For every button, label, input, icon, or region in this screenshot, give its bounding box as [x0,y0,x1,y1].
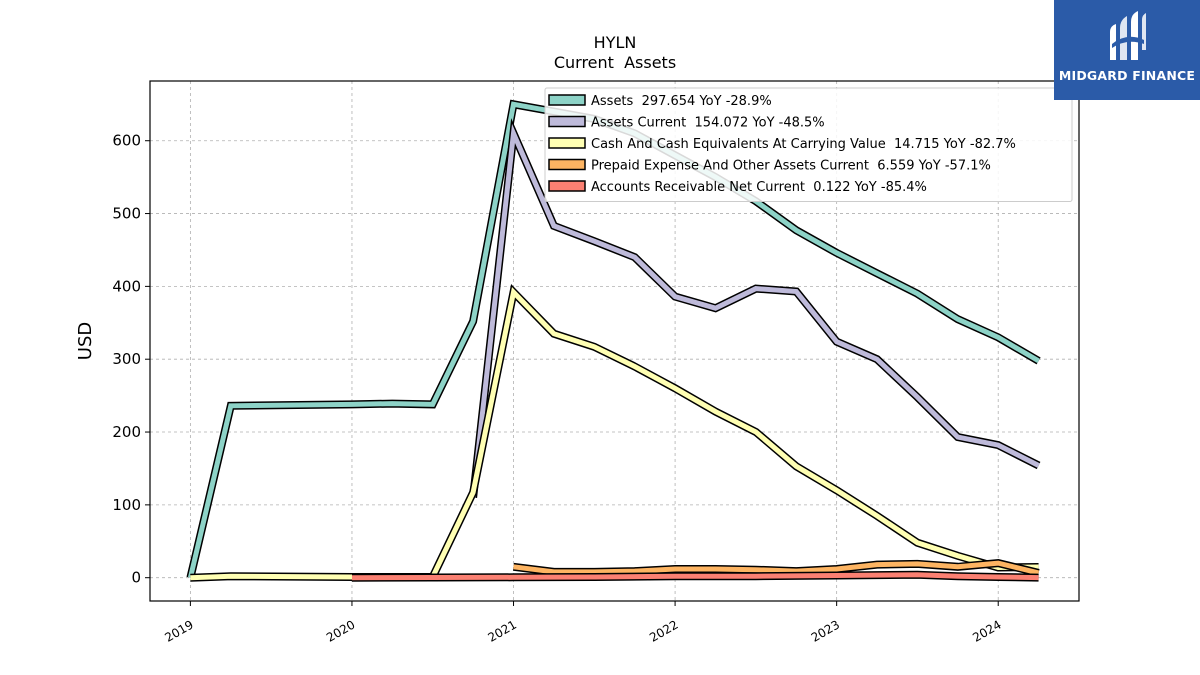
y-tick-label: 100 [112,496,141,514]
legend-swatch [548,158,586,171]
legend-swatch [548,137,586,149]
legend-swatch [548,115,586,128]
x-tick-label: 2023 [809,617,842,644]
x-tick-label: 2024 [970,617,1003,644]
midgard-logo-icon [1110,11,1146,60]
legend-entry: Assets Current 154.072 YoY -48.5% [591,116,825,131]
legend-entry: Accounts Receivable Net Current 0.122 Yo… [591,180,927,195]
brand-name: MIDGARD FINANCE [1058,68,1196,83]
y-tick-label: 400 [112,277,141,295]
series-line-outline [190,283,1039,582]
x-tick-label: 2019 [162,617,195,644]
legend-swatch [548,180,586,192]
y-axis-label: USD [75,322,96,360]
legend-entry: Prepaid Expense And Other Assets Current… [591,159,991,174]
legend-entry: Assets 297.654 YoY -28.9% [591,94,772,109]
y-tick-label: 0 [131,569,141,587]
y-tick-label: 300 [112,350,141,368]
chart-subtitle: Current Assets [554,53,676,72]
y-tick-label: 200 [112,423,141,441]
series-line [513,560,1040,576]
x-tick-label: 2022 [647,617,680,644]
x-tick-label: 2020 [324,617,357,644]
legend: Assets 297.654 YoY -28.9% Assets Current … [544,87,1073,202]
legend-swatch [548,94,586,106]
y-tick-label: 600 [112,132,141,150]
series-line [351,572,1039,581]
legend-box [544,87,1073,202]
chart-title: HYLN [594,33,637,52]
y-tick-label: 500 [112,205,141,223]
plot-frame [149,80,1080,602]
x-tick-label: 2021 [486,617,519,644]
brand-logo: MIDGARD FINANCE [1054,0,1200,100]
legend-entry: Cash And Cash Equivalents At Carrying Va… [591,137,1016,152]
series-line [470,123,1040,498]
